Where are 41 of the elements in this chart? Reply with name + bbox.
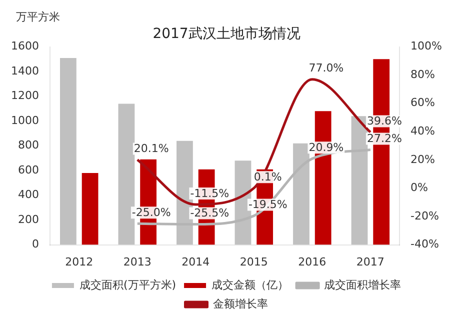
bar [82, 173, 98, 245]
data-label: 0.1% [254, 170, 282, 184]
x-tick-label: 2012 [65, 255, 94, 268]
legend-label: 成交面积(万平方米) [79, 278, 176, 292]
x-tick-label: 2015 [240, 255, 268, 268]
y2-tick-label: 0% [410, 181, 428, 194]
y-tick-label: 1000 [10, 114, 39, 127]
data-label: -25.5% [190, 206, 230, 220]
y-tick-label: 1200 [10, 89, 39, 102]
data-label: -19.5% [248, 198, 288, 212]
y2-tick-label: 60% [410, 96, 436, 110]
x-tick-label: 2017 [356, 255, 384, 268]
data-label: 77.0% [308, 62, 344, 75]
x-tick-label: 2014 [182, 255, 210, 268]
data-label: 39.6% [366, 114, 402, 128]
data-label: -11.5% [190, 186, 230, 200]
y-tick-label: 1600 [10, 40, 39, 53]
y-axis-title: 万平方米 [16, 10, 60, 24]
data-label: 20.1% [134, 142, 169, 156]
chart-title: 2017武汉土地市场情况 [152, 26, 300, 42]
bar [60, 58, 76, 245]
y-tick-label: 800 [18, 138, 39, 152]
y-tick-label: 600 [18, 163, 39, 176]
data-label: 27.2% [366, 132, 402, 146]
x-tick-label: 2013 [123, 255, 152, 268]
x-tick-label: 2016 [298, 255, 326, 268]
data-label: -25.0% [132, 206, 171, 219]
y2-tick-label: -20% [410, 209, 439, 222]
y-tick-label: 1400 [10, 64, 39, 78]
legend-label: 成交金额（亿） [212, 278, 289, 292]
y2-tick-label: -40% [410, 238, 439, 251]
y2-tick-label: 20% [410, 152, 436, 166]
data-label: 20.9% [308, 141, 344, 154]
y2-tick-label: 40% [410, 124, 436, 138]
y-tick-label: 200 [18, 212, 39, 226]
y-tick-label: 400 [18, 188, 39, 202]
y2-tick-label: 100% [410, 40, 442, 53]
y2-tick-label: 80% [410, 68, 436, 81]
legend-label: 金额增长率 [212, 297, 268, 310]
legend-label: 成交面积增长率 [324, 278, 402, 292]
y-tick-label: 0 [32, 238, 39, 251]
